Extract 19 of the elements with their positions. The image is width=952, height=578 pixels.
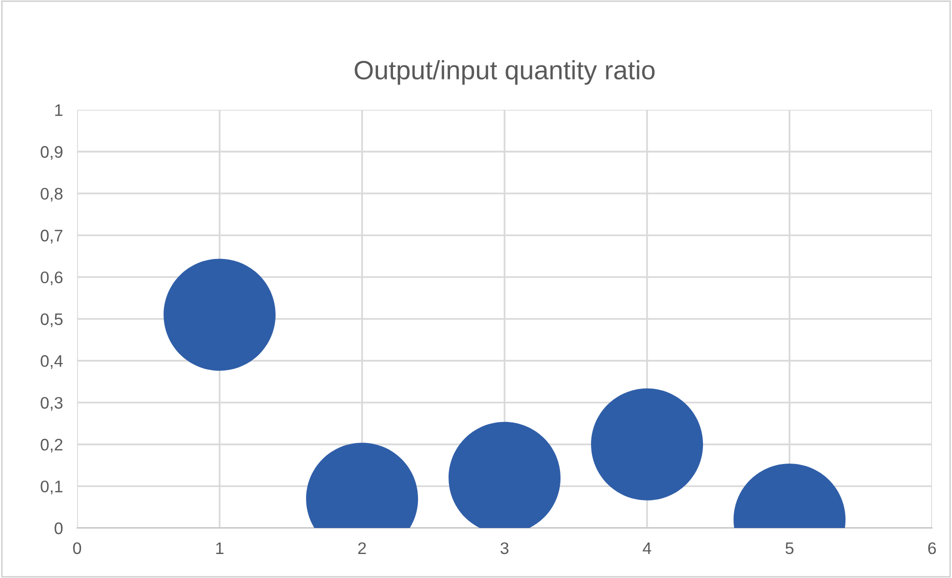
chart-title: Output/input quantity ratio xyxy=(354,60,655,85)
y-tick-label: 0,5 xyxy=(40,313,63,328)
x-tick-label: 1 xyxy=(216,542,224,554)
x-tick-label: 2 xyxy=(358,542,366,554)
x-tick-label: 0 xyxy=(73,542,82,554)
y-tick-label: 0,2 xyxy=(40,438,62,453)
y-tick-label: 1 xyxy=(55,104,62,116)
x-tick-label: 6 xyxy=(928,542,936,554)
x-tick-label: 5 xyxy=(786,542,794,554)
y-tick-label: 0,3 xyxy=(40,396,62,411)
y-tick-label: 0,7 xyxy=(40,230,62,244)
x-tick-label: 3 xyxy=(500,542,508,554)
y-tick-label: 0,1 xyxy=(40,480,62,494)
x-tick-label: 4 xyxy=(642,542,652,554)
y-tick-label: 0,9 xyxy=(40,146,62,160)
y-tick-label: 0,6 xyxy=(40,271,62,286)
y-tick-label: 0,8 xyxy=(40,188,62,202)
y-tick-label: 0,4 xyxy=(40,355,63,369)
y-tick-label: 0 xyxy=(54,522,63,534)
